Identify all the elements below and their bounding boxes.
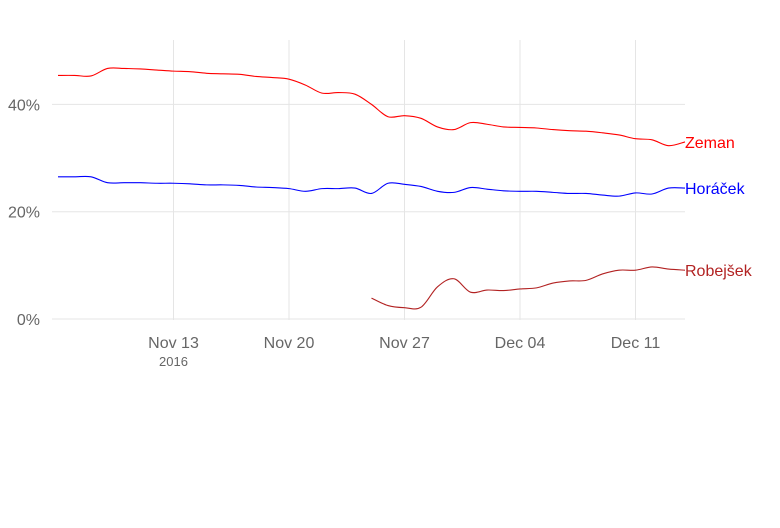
series-line-robejsek [371,266,686,310]
y-axis: 0% 20% 40% [8,97,40,329]
series-labels: Zeman Horáček Robejšek [685,135,753,280]
x-tick-label: Nov 13 [148,335,199,352]
x-axis: Nov 13 2016 Nov 20 Nov 27 Dec 04 Dec 11 [148,335,660,369]
series-line-horacek [58,175,686,197]
x-tick-label: Nov 27 [379,335,430,352]
y-tick-label: 0% [17,312,40,329]
x-tick-label: Dec 04 [495,335,546,352]
series-lines [57,67,686,310]
series-label-robejsek: Robejšek [685,263,753,280]
x-tick-year-label: 2016 [159,354,188,369]
x-tick-label: Nov 20 [264,335,315,352]
gridlines [52,40,685,320]
y-tick-label: 40% [8,97,40,114]
series-label-horacek: Horáček [685,181,746,198]
series-label-zeman: Zeman [685,135,735,152]
x-tick-label: Dec 11 [611,335,661,352]
series-line-zeman [57,67,686,147]
y-tick-label: 20% [8,205,40,222]
